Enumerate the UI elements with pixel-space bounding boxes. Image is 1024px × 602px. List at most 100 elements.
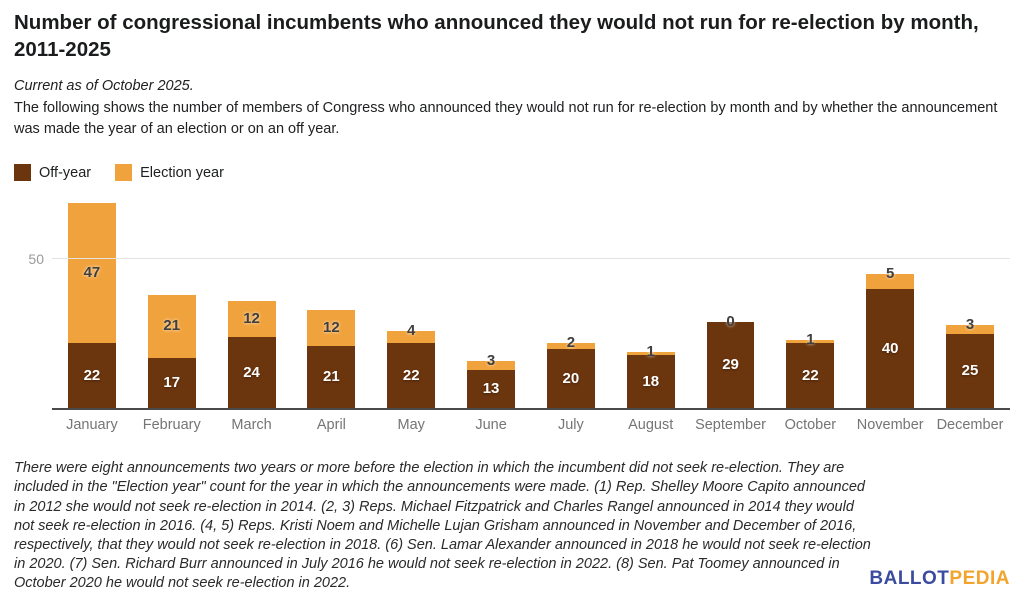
- x-axis-labels: January February March April May June July Augu…: [52, 417, 1010, 433]
- bar-group-september: 0 29: [691, 197, 771, 409]
- x-label-february: February: [142, 417, 201, 434]
- x-label-march: March: [231, 417, 272, 434]
- election-year-segment-december: [946, 324, 994, 334]
- bar-stack-october: 1 22: [786, 331, 835, 409]
- x-label-november: November: [856, 417, 924, 434]
- off-year-segment-january: 22: [67, 342, 116, 409]
- bar-stack-june: 3 13: [467, 352, 515, 409]
- off-year-value-december: 25: [961, 362, 979, 380]
- off-year-segment-december: 25: [946, 333, 994, 409]
- bar-stack-july: 2 20: [546, 334, 595, 409]
- election-year-value-september: 0: [726, 312, 735, 330]
- election-year-value-may: 4: [407, 321, 416, 339]
- off-year-value-august: 18: [642, 372, 660, 390]
- logo-ballot-text: BALLOT: [869, 568, 950, 589]
- off-year-swatch-icon: [14, 164, 31, 182]
- election-year-value-march: 12: [243, 309, 260, 327]
- bar-group-april: 12 21: [291, 197, 371, 409]
- off-year-value-march: 24: [243, 363, 260, 381]
- bar-stack-may: 4 22: [387, 322, 436, 409]
- footnote: There were eight announcements two years…: [14, 460, 871, 592]
- x-label-december: December: [936, 417, 1004, 434]
- off-year-value-february: 17: [163, 373, 181, 391]
- election-year-segment-may: [387, 330, 436, 343]
- legend-item-election-year: Election year: [115, 164, 224, 182]
- bar-stack-march: 12 24: [227, 301, 276, 409]
- bar-stack-september: 0 29: [706, 313, 755, 409]
- bar-stack-april: 12 21: [307, 310, 356, 409]
- off-year-segment-october: 22: [786, 342, 835, 409]
- election-year-segment-april: 12: [307, 310, 356, 346]
- stacked-bar-chart: 47 22 21 17 12 24 12 21 4 22 3 13 2 20 1 18 0 29 1 22 5 40 3 25…: [14, 197, 1010, 435]
- ballotpedia-logo: BALLOTPEDIA: [869, 568, 1010, 590]
- off-year-segment-november: 40: [866, 289, 915, 409]
- bar-group-july: 2 20: [531, 197, 611, 409]
- x-label-april: April: [316, 417, 346, 434]
- election-year-segment-january: 47: [67, 202, 116, 343]
- election-year-value-december: 3: [965, 315, 975, 333]
- x-label-july: July: [557, 417, 584, 434]
- election-year-value-february: 21: [163, 317, 181, 335]
- bar-group-january: 47 22: [52, 197, 132, 409]
- election-year-value-april: 12: [323, 318, 340, 336]
- off-year-segment-february: 17: [147, 357, 196, 409]
- election-year-value-june: 3: [486, 351, 496, 369]
- x-label-january: January: [66, 417, 118, 434]
- chart-legend: Off-year Election year: [14, 164, 1010, 182]
- election-year-value-january: 47: [83, 263, 101, 281]
- legend-label-election-year: Election year: [140, 164, 224, 181]
- bar-group-may: 4 22: [371, 197, 451, 409]
- off-year-segment-june: 13: [467, 369, 515, 409]
- off-year-value-january: 22: [83, 366, 101, 384]
- legend-item-off-year: Off-year: [14, 164, 92, 182]
- election-year-value-october: 1: [806, 330, 815, 348]
- bar-stack-february: 21 17: [147, 295, 196, 409]
- x-label-may: May: [397, 417, 425, 434]
- bar-group-october: 1 22: [770, 197, 850, 409]
- election-year-segment-february: 21: [147, 295, 196, 358]
- off-year-segment-march: 24: [227, 336, 276, 409]
- election-year-segment-october: [786, 339, 835, 343]
- election-year-segment-november: [866, 274, 915, 290]
- legend-label-off-year: Off-year: [39, 164, 92, 181]
- election-year-segment-march: 12: [227, 301, 276, 337]
- bar-group-february: 21 17: [132, 197, 212, 409]
- x-label-june: June: [475, 417, 507, 434]
- off-year-segment-september: 29: [706, 321, 755, 409]
- election-year-value-august: 1: [646, 342, 655, 360]
- bar-group-december: 3 25: [930, 197, 1010, 409]
- off-year-segment-august: 18: [626, 354, 675, 409]
- off-year-value-may: 22: [402, 366, 420, 384]
- election-year-segment-august: [626, 351, 675, 355]
- bar-stack-november: 5 40: [866, 265, 915, 409]
- plot-area: 47 22 21 17 12 24 12 21 4 22 3 13 2 20 1 18 0 29 1 22 5 40 3 25: [52, 197, 1010, 409]
- election-year-segment-june: [467, 360, 515, 370]
- bar-group-march: 12 24: [212, 197, 292, 409]
- off-year-segment-july: 20: [546, 348, 595, 409]
- gridline-50: [52, 258, 1010, 260]
- election-year-value-july: 2: [566, 333, 576, 351]
- bar-group-august: 1 18: [611, 197, 691, 409]
- election-year-value-november: 5: [886, 265, 895, 283]
- bar-group-june: 3 13: [451, 197, 531, 409]
- y-tick-label-50: 50: [28, 251, 44, 268]
- bar-stack-january: 47 22: [67, 202, 116, 409]
- logo-pedia-text: PEDIA: [949, 568, 1010, 589]
- page-title: Number of congressional incumbents who a…: [14, 11, 979, 61]
- off-year-value-april: 21: [323, 368, 340, 386]
- off-year-segment-april: 21: [307, 345, 356, 409]
- off-year-value-november: 40: [881, 339, 899, 357]
- bar-stack-december: 3 25: [946, 316, 994, 409]
- plot-outer: 47 22 21 17 12 24 12 21 4 22 3 13 2 20 1 18 0 29 1 22 5 40 3 25…: [28, 197, 1010, 411]
- off-year-value-september: 29: [722, 356, 739, 374]
- x-label-october: October: [784, 417, 837, 434]
- off-year-value-july: 20: [562, 369, 580, 387]
- chart-description: The following shows the number of member…: [14, 100, 998, 138]
- x-label-august: August: [628, 417, 674, 434]
- off-year-value-june: 13: [482, 379, 500, 397]
- x-label-september: September: [695, 417, 766, 434]
- off-year-value-october: 22: [802, 366, 819, 384]
- election-year-segment-july: [546, 342, 595, 349]
- election-year-swatch-icon: [115, 164, 133, 182]
